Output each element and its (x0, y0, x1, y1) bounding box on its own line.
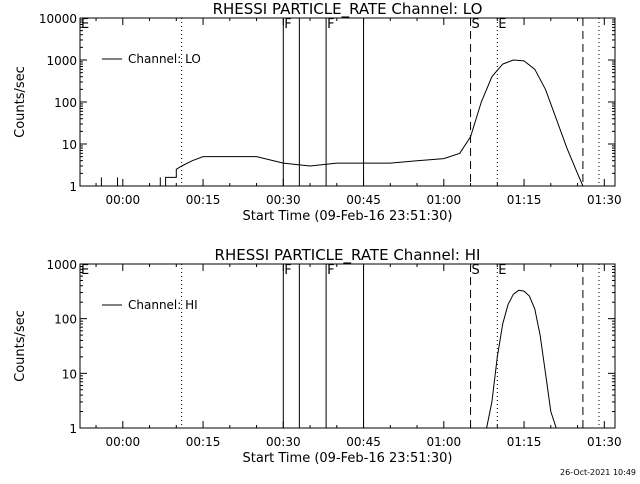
x-tick-label: 01:15 (507, 435, 542, 449)
x-tick-label: 01:30 (587, 435, 622, 449)
y-axis-label: Counts/sec (13, 310, 28, 382)
x-axis-label: Start Time (09-Feb-16 23:51:30) (243, 209, 453, 224)
event-marker-label: E (498, 17, 506, 32)
y-tick-label: 100 (54, 313, 77, 327)
y-tick-label: 10 (62, 138, 77, 152)
footer-timestamp: 26-Oct-2021 10:49 (560, 468, 636, 477)
series-line (96, 59, 589, 187)
chart-title: RHESSI PARTICLE_RATE Channel: HI (215, 246, 481, 265)
event-marker-label: F (284, 17, 291, 32)
legend-label: Channel: HI (128, 298, 198, 312)
x-tick-label: 00:00 (106, 435, 141, 449)
x-tick-label: 01:15 (507, 193, 542, 207)
y-tick-label: 1 (69, 180, 77, 194)
y-axis-label: Counts/sec (13, 66, 28, 138)
chart-panel-1: RHESSI PARTICLE_RATE Channel: LO 1 10 100 10… (13, 0, 622, 224)
x-tick-label: 01:00 (427, 193, 462, 207)
event-marker-label: E (81, 263, 89, 278)
y-tick-label: 1000 (46, 54, 77, 68)
y-tick-label: 10000 (39, 12, 77, 26)
x-tick-label: 01:30 (587, 193, 622, 207)
series-line (486, 289, 557, 429)
y-tick-label: 100 (54, 96, 77, 110)
x-tick-label: 00:45 (346, 435, 381, 449)
x-tick-label: 01:00 (427, 435, 462, 449)
plot-frame (79, 263, 616, 429)
x-tick-label: 00:45 (346, 193, 381, 207)
x-tick-label: 00:15 (186, 435, 221, 449)
event-marker-label: E (498, 263, 506, 278)
y-tick-label: 1000 (46, 258, 77, 272)
y-tick-label: 1 (69, 422, 77, 436)
event-marker-label: F (327, 17, 334, 32)
x-tick-label: 00:30 (266, 193, 301, 207)
event-marker-label: F (327, 263, 334, 278)
chart-title: RHESSI PARTICLE_RATE Channel: LO (213, 0, 483, 19)
x-tick-label: 00:30 (266, 435, 301, 449)
x-axis-label: Start Time (09-Feb-16 23:51:30) (243, 451, 453, 466)
plot-frame (79, 17, 616, 187)
event-marker-label: E (81, 17, 89, 32)
event-marker-label: F (284, 263, 291, 278)
event-marker-label: S (472, 17, 480, 32)
chart-panel-2: RHESSI PARTICLE_RATE Channel: HI 1 10 100 10… (13, 246, 622, 466)
y-tick-label: 10 (62, 367, 77, 381)
legend-label: Channel: LO (128, 52, 201, 66)
x-tick-label: 00:00 (106, 193, 141, 207)
x-tick-label: 00:15 (186, 193, 221, 207)
event-marker-label: S (472, 263, 480, 278)
